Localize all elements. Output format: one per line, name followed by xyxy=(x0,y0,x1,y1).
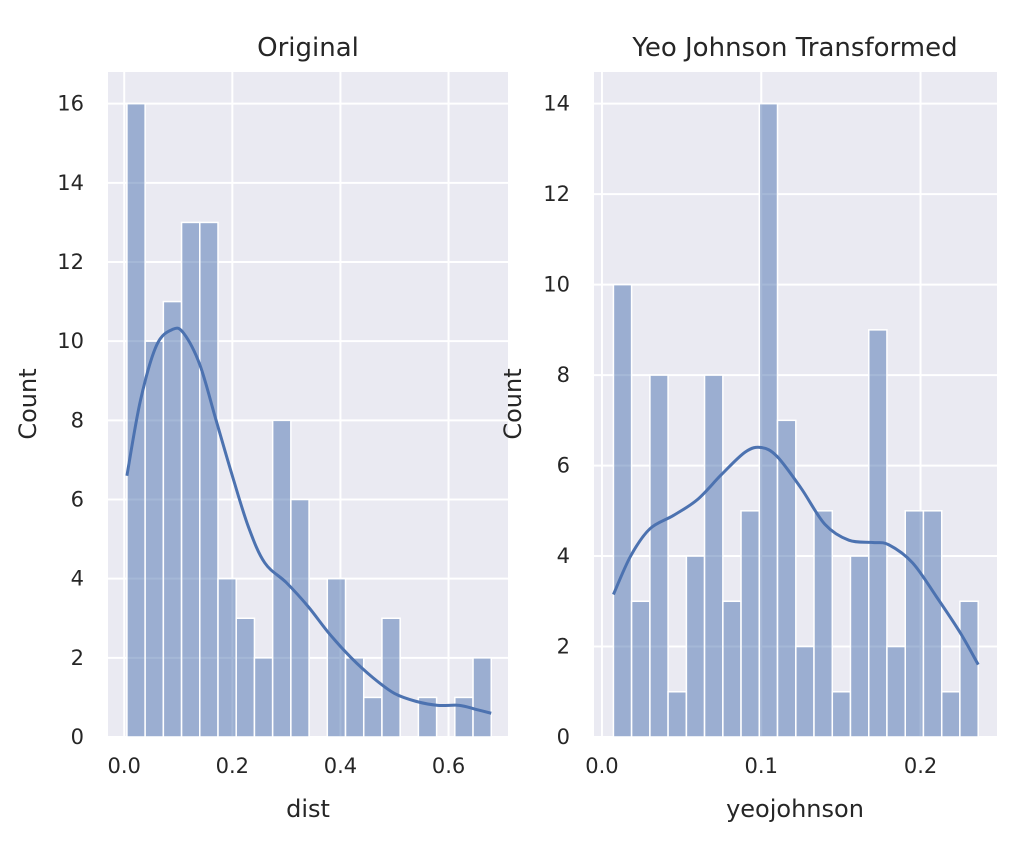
histogram-bar xyxy=(417,696,438,738)
histogram-bar xyxy=(454,696,474,738)
x-tick-labels: 0.0 0.2 0.4 0.6 xyxy=(108,754,466,778)
y-tick-label: 10 xyxy=(543,273,570,297)
x-tick-label: 0.0 xyxy=(585,754,618,778)
x-tick-label: 0.2 xyxy=(904,754,937,778)
y-tick-label: 4 xyxy=(557,544,570,568)
x-tick-label: 0.4 xyxy=(324,754,357,778)
y-tick-label: 0 xyxy=(71,725,84,749)
y-tick-label: 12 xyxy=(57,250,84,274)
histogram-bar xyxy=(344,657,365,738)
histogram-bar xyxy=(849,555,870,738)
x-tick-label: 0.6 xyxy=(432,754,465,778)
x-tick-labels: 0.0 0.1 0.2 xyxy=(585,754,937,778)
histogram-bar xyxy=(722,600,742,738)
histogram-bar xyxy=(362,696,383,738)
histogram-bar xyxy=(472,657,492,738)
histogram-bars xyxy=(126,102,492,738)
y-axis-label: Count xyxy=(499,368,527,439)
y-tick-label: 12 xyxy=(543,182,570,206)
y-tick-label: 4 xyxy=(71,567,84,591)
y-tick-label: 2 xyxy=(557,635,570,659)
histogram-bar xyxy=(758,102,779,738)
kde-line xyxy=(612,445,980,666)
y-tick-label: 10 xyxy=(57,329,84,353)
histogram-bar xyxy=(290,498,310,738)
x-axis-label: dist xyxy=(286,795,330,823)
histogram-bar xyxy=(868,329,888,738)
y-tick-labels: 0 2 4 6 8 10 12 14 16 xyxy=(57,92,84,749)
y-tick-label: 8 xyxy=(71,408,84,432)
y-tick-label: 2 xyxy=(71,646,84,670)
kde-line xyxy=(125,326,492,715)
y-tick-label: 14 xyxy=(543,92,570,116)
histogram-bar xyxy=(795,645,815,738)
histogram-bar xyxy=(253,657,274,738)
histogram-bar xyxy=(199,221,219,738)
histogram-bar xyxy=(630,600,651,738)
x-tick-label: 0.1 xyxy=(745,754,778,778)
histogram-bar xyxy=(381,617,401,738)
x-tick-label: 0.2 xyxy=(216,754,249,778)
y-tick-label: 16 xyxy=(57,92,84,116)
histogram-bar xyxy=(922,510,943,738)
histogram-bar xyxy=(813,510,834,738)
y-tick-label: 14 xyxy=(57,171,84,195)
histogram-bar xyxy=(703,374,724,738)
histogram-bar xyxy=(685,555,706,738)
histogram-bar xyxy=(940,691,961,738)
y-tick-label: 8 xyxy=(557,363,570,387)
histogram-bar xyxy=(667,691,688,738)
histogram-bar xyxy=(144,340,165,738)
chart-title: Original xyxy=(257,33,359,63)
y-tick-label: 0 xyxy=(557,725,570,749)
histogram-bars xyxy=(612,102,979,738)
histogram-bar xyxy=(612,283,633,738)
histogram-bar xyxy=(649,374,669,738)
histogram-bar xyxy=(217,577,237,738)
histogram-bar xyxy=(776,419,797,738)
histogram-bar xyxy=(235,617,256,738)
x-axis-label: yeojohnson xyxy=(726,795,864,823)
histogram-bar xyxy=(326,577,347,738)
y-axis-label: Count xyxy=(14,368,42,439)
histogram-bar xyxy=(886,645,906,738)
histogram-bar xyxy=(904,510,925,738)
y-tick-labels: 0 2 4 6 8 10 12 14 xyxy=(543,92,570,749)
chart-title: Yeo Johnson Transformed xyxy=(631,33,957,63)
x-tick-label: 0.0 xyxy=(108,754,141,778)
histogram-bar xyxy=(831,691,852,738)
histogram-bar xyxy=(959,600,979,738)
y-tick-label: 6 xyxy=(71,488,84,512)
histogram-bar xyxy=(162,300,183,738)
y-tick-label: 6 xyxy=(557,454,570,478)
histogram-bar xyxy=(180,221,201,738)
panel-yeo-johnson: 0.0 0.1 0.2 0 2 4 6 8 10 12 14 Yeo Johnson Transf… xyxy=(499,33,997,823)
panel-original: 0.0 0.2 0.4 0.6 0 2 4 6 8 10 12 14 16 Original dist… xyxy=(14,33,508,823)
histogram-bar xyxy=(740,510,761,738)
